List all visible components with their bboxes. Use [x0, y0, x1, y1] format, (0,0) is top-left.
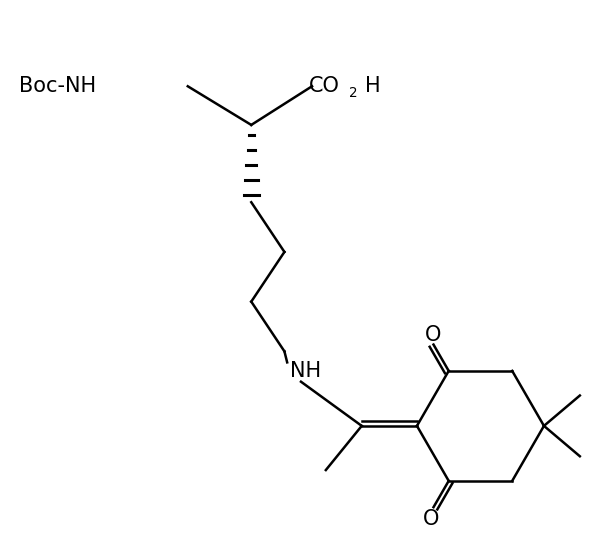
Text: NH: NH — [290, 361, 321, 381]
Text: Boc-NH: Boc-NH — [20, 76, 96, 96]
Text: 2: 2 — [349, 86, 357, 100]
Text: O: O — [422, 509, 439, 529]
Text: CO: CO — [310, 76, 340, 96]
Text: O: O — [425, 325, 442, 345]
Text: H: H — [365, 76, 381, 96]
